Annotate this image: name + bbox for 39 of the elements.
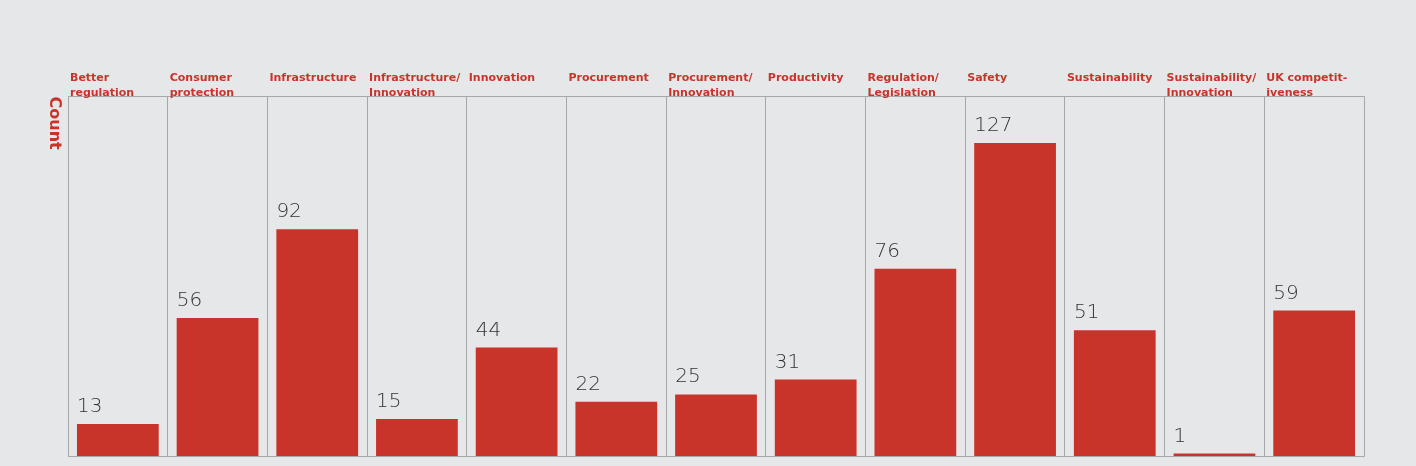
x-tick-label: Innovation bbox=[468, 70, 536, 84]
bar bbox=[675, 394, 757, 456]
x-tick-label: Regulation/ Legislation bbox=[867, 70, 940, 99]
y-axis-title: Count bbox=[45, 96, 65, 151]
data-label: 15 bbox=[376, 388, 402, 413]
data-label: 92 bbox=[276, 198, 302, 223]
bar bbox=[1273, 310, 1356, 456]
data-label: 56 bbox=[176, 286, 203, 311]
bar bbox=[475, 347, 558, 456]
bar bbox=[874, 268, 957, 456]
bar bbox=[974, 142, 1056, 456]
data-label: 13 bbox=[77, 392, 103, 417]
x-tick-label: Sustainability bbox=[1066, 70, 1153, 84]
x-tick-label: Infrastructure bbox=[269, 70, 357, 84]
bar bbox=[1073, 330, 1156, 456]
x-tick-label: Infrastructure/ Innovation bbox=[369, 70, 462, 99]
data-label: 1 bbox=[1173, 422, 1187, 447]
x-tick-label: Procurement/ Innovation bbox=[668, 70, 754, 99]
bar bbox=[376, 419, 458, 456]
bar bbox=[176, 317, 259, 456]
data-label: 44 bbox=[475, 316, 502, 341]
x-tick-label: Productivity bbox=[767, 70, 844, 84]
data-label: 25 bbox=[675, 363, 701, 388]
data-label: 31 bbox=[774, 348, 801, 373]
x-tick-label: Safety bbox=[967, 70, 1008, 84]
bar bbox=[76, 423, 159, 456]
bar bbox=[276, 229, 359, 456]
bar bbox=[774, 379, 857, 456]
data-label: 59 bbox=[1273, 279, 1299, 304]
data-label: 51 bbox=[1073, 299, 1100, 324]
x-tick-label: Better regulation bbox=[70, 70, 135, 99]
data-label: 22 bbox=[575, 370, 601, 395]
x-tick-label: Consumer protection bbox=[169, 70, 235, 99]
x-tick-label: Sustainability/ Innovation bbox=[1166, 70, 1258, 99]
bar bbox=[575, 401, 658, 456]
data-label: 127 bbox=[974, 111, 1013, 136]
x-tick-label: UK competit- iveness bbox=[1266, 70, 1348, 99]
data-label: 76 bbox=[874, 237, 900, 262]
x-tick-label: Procurement bbox=[568, 70, 649, 84]
